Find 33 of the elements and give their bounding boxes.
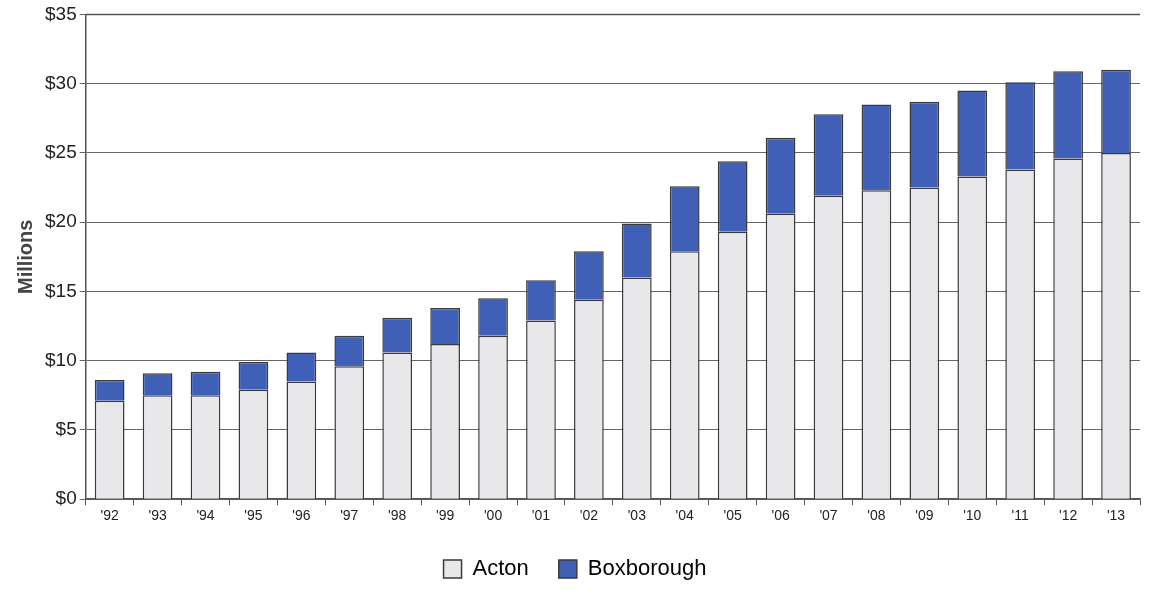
x-tick-label: '99 [436,507,455,524]
legend-label: Boxborough [587,555,707,581]
x-tick-label: '98 [388,507,407,524]
x-tick-label: '12 [1058,507,1078,524]
x-tick-label: '04 [675,507,695,524]
y-tick-label: $15 [45,279,77,301]
y-tick-label: $20 [45,210,77,232]
x-tick-label: '09 [915,507,934,524]
x-tick-label: '03 [627,507,647,524]
y-tick-label: $10 [45,348,77,370]
y-tick-label: $30 [45,71,77,93]
x-tick-label: '08 [867,507,886,524]
x-tick-label: '10 [963,507,982,524]
legend-label: Acton [472,555,529,581]
x-tick-label: '93 [148,507,167,524]
x-tick-label: '05 [723,507,742,524]
y-tick-label: $25 [45,141,77,163]
x-tick-label: '00 [483,507,503,524]
x-tick-label: '11 [1011,507,1029,524]
x-tick-label: '97 [340,507,359,524]
x-tick-label: '96 [292,507,311,524]
x-tick-label: '01 [531,507,551,524]
y-tick-label: $0 [55,487,77,509]
x-tick-label: '13 [1106,507,1126,524]
y-tick-label: $5 [55,418,77,440]
x-tick-label: '95 [244,507,263,524]
x-tick-label: '94 [196,507,215,524]
x-tick-label: '07 [819,507,838,524]
x-tick-label: '06 [771,507,790,524]
y-axis-title: Millions [13,219,36,295]
x-tick-label: '02 [579,507,599,524]
y-tick-label: $35 [45,2,77,24]
x-tick-label: '92 [100,507,119,524]
